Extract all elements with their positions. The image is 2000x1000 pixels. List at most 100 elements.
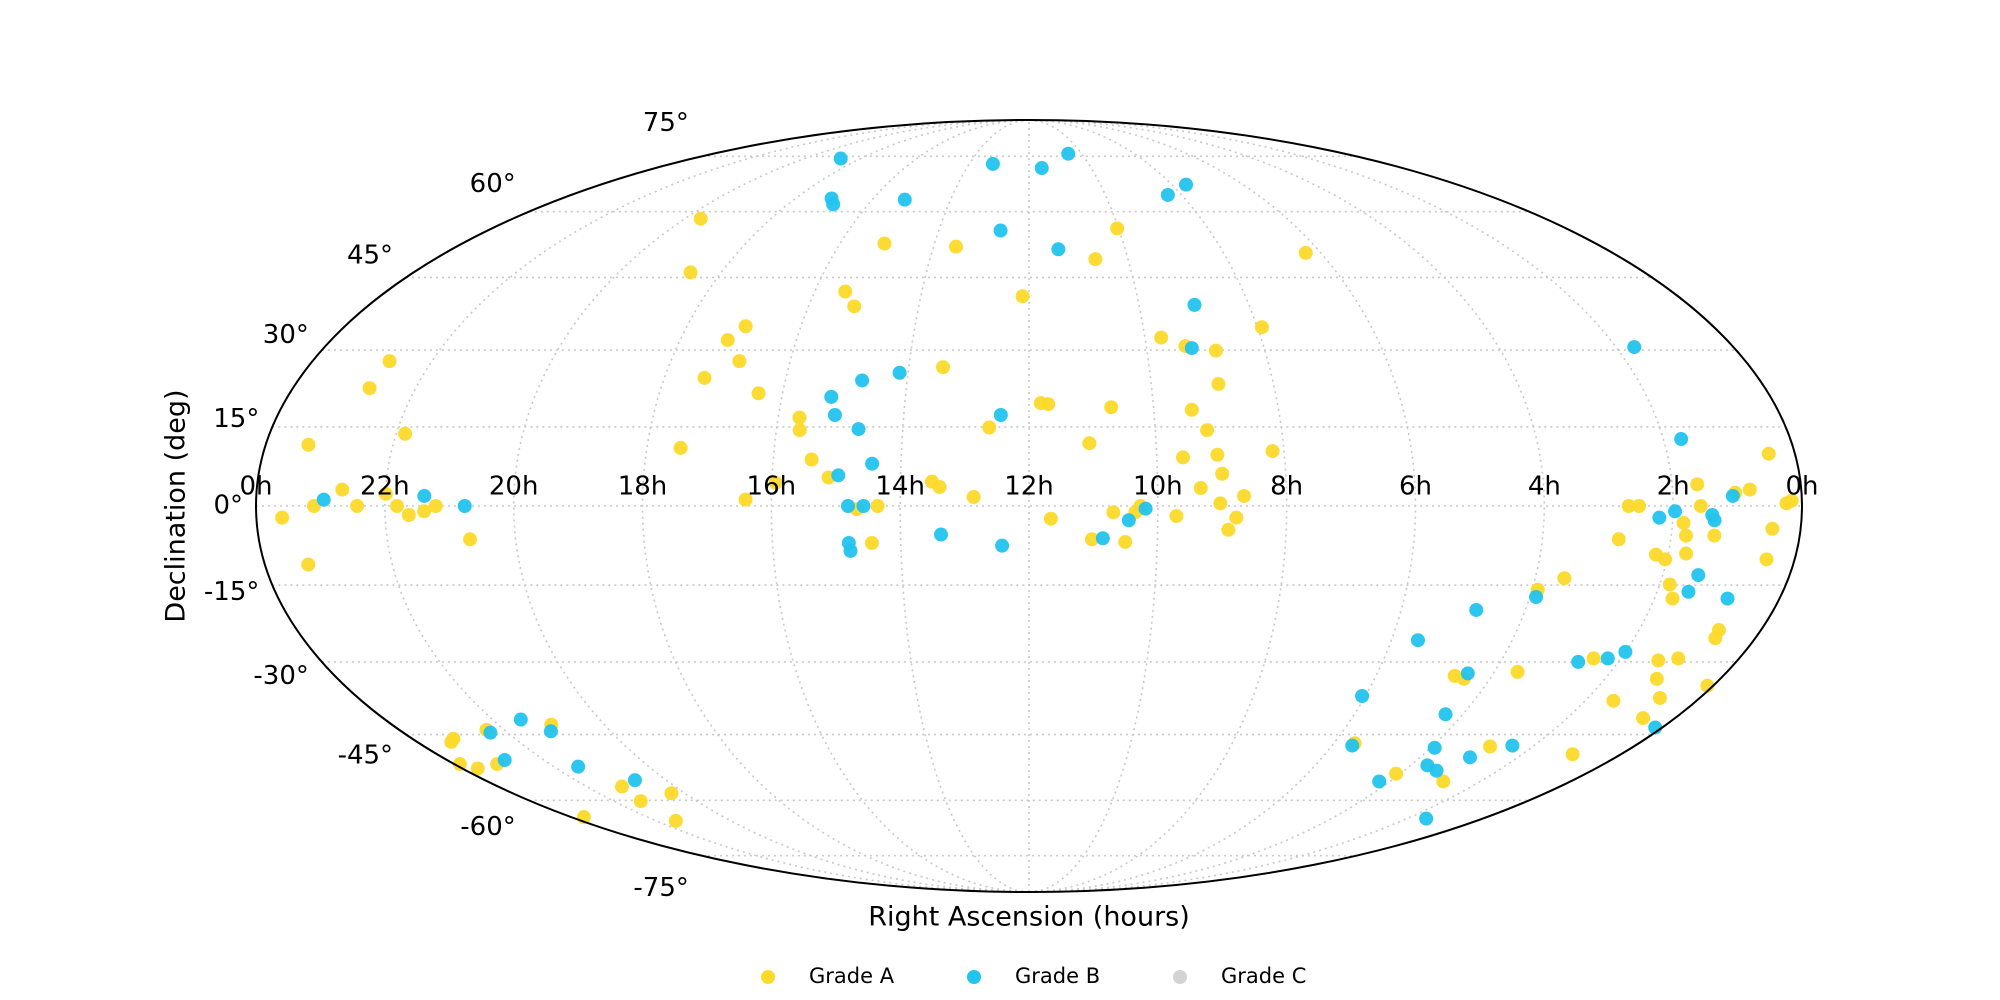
data-point (401, 507, 416, 522)
x-axis-label: Right Ascension (hours) (868, 902, 1190, 933)
y-axis-label: Declination (deg) (161, 389, 192, 622)
data-point (1693, 499, 1708, 513)
data-point (1611, 532, 1626, 547)
legend-label: Grade C (1221, 964, 1306, 988)
data-point (1761, 446, 1776, 461)
data-point (1265, 444, 1280, 459)
data-point (933, 527, 948, 542)
data-point (792, 423, 807, 438)
data-point (1658, 552, 1673, 567)
data-point (1708, 631, 1723, 646)
data-point (1483, 739, 1498, 754)
data-point (1621, 499, 1636, 513)
data-point (452, 757, 467, 772)
data-point (1015, 289, 1030, 304)
grid-line (1028, 119, 1674, 893)
data-point (1529, 590, 1544, 605)
data-point (738, 319, 753, 334)
data-point (1632, 499, 1647, 513)
legend-label: Grade A (809, 964, 895, 988)
y-tick-label: 60° (470, 169, 516, 199)
data-point (483, 725, 498, 740)
data-point (949, 239, 964, 254)
data-point (985, 156, 1000, 171)
data-point (1438, 707, 1453, 722)
x-tick-label: 6h (1399, 472, 1432, 502)
data-point (1106, 505, 1121, 520)
data-point (751, 386, 766, 401)
data-point (1649, 671, 1664, 686)
plot-boundary (255, 119, 1803, 893)
data-point (847, 299, 862, 314)
data-point (1674, 432, 1689, 447)
data-point (1095, 531, 1110, 546)
data-point (877, 236, 892, 251)
data-point (1665, 591, 1680, 606)
data-point (1061, 146, 1076, 161)
data-point (1668, 504, 1683, 519)
data-point (697, 370, 712, 385)
grid-line (1028, 119, 1288, 893)
y-tick-label: -15° (204, 577, 259, 607)
data-point (1707, 528, 1722, 543)
data-point (1034, 161, 1049, 176)
grid-line (641, 119, 1030, 893)
data-point (1429, 763, 1444, 778)
data-point (1160, 187, 1175, 202)
data-point (932, 479, 947, 494)
data-point (1184, 402, 1199, 417)
x-tick-label: 8h (1270, 472, 1303, 502)
data-point (1571, 654, 1586, 669)
data-point (1193, 481, 1208, 496)
grid-line (384, 119, 1030, 893)
data-point (1345, 738, 1360, 753)
data-point (335, 482, 350, 497)
data-point (826, 197, 841, 212)
data-point (966, 490, 981, 505)
data-point (1084, 532, 1099, 547)
data-point (1557, 571, 1572, 586)
data-point (1389, 766, 1404, 781)
points (275, 146, 1799, 828)
data-point (543, 724, 558, 739)
data-point (1211, 377, 1226, 392)
data-point (804, 452, 819, 467)
data-point (1169, 509, 1184, 524)
data-point (1118, 534, 1133, 549)
data-point (362, 381, 377, 396)
data-point (1355, 689, 1370, 704)
data-point (1254, 320, 1269, 335)
data-point (1671, 651, 1686, 666)
data-point (1676, 515, 1691, 530)
data-point (1298, 245, 1313, 260)
data-point (417, 488, 432, 503)
data-point (864, 536, 879, 551)
y-tick-label: 0° (213, 491, 243, 521)
data-point (398, 426, 413, 441)
y-tick-label: 30° (263, 320, 309, 350)
data-point (1229, 510, 1244, 525)
data-point (855, 373, 870, 388)
data-point (668, 813, 683, 828)
y-tick-label: -60° (460, 812, 515, 842)
legend: Grade A Grade B Grade C (761, 964, 1306, 988)
data-point (1051, 242, 1066, 257)
data-point (446, 731, 461, 746)
data-point (1462, 750, 1477, 765)
data-point (1427, 740, 1442, 755)
data-point (1510, 664, 1525, 679)
data-point (1154, 330, 1169, 345)
data-point (316, 492, 331, 507)
data-point (1110, 221, 1125, 236)
data-point (1679, 528, 1694, 543)
data-point (1436, 774, 1451, 789)
data-point (1707, 513, 1722, 528)
data-point (457, 499, 472, 513)
data-point (378, 486, 393, 501)
data-point (350, 499, 365, 513)
data-point (1215, 466, 1230, 481)
x-tick-label: 0h (239, 472, 272, 502)
data-point (417, 504, 432, 519)
data-point (1679, 546, 1694, 561)
data-point (571, 759, 586, 774)
